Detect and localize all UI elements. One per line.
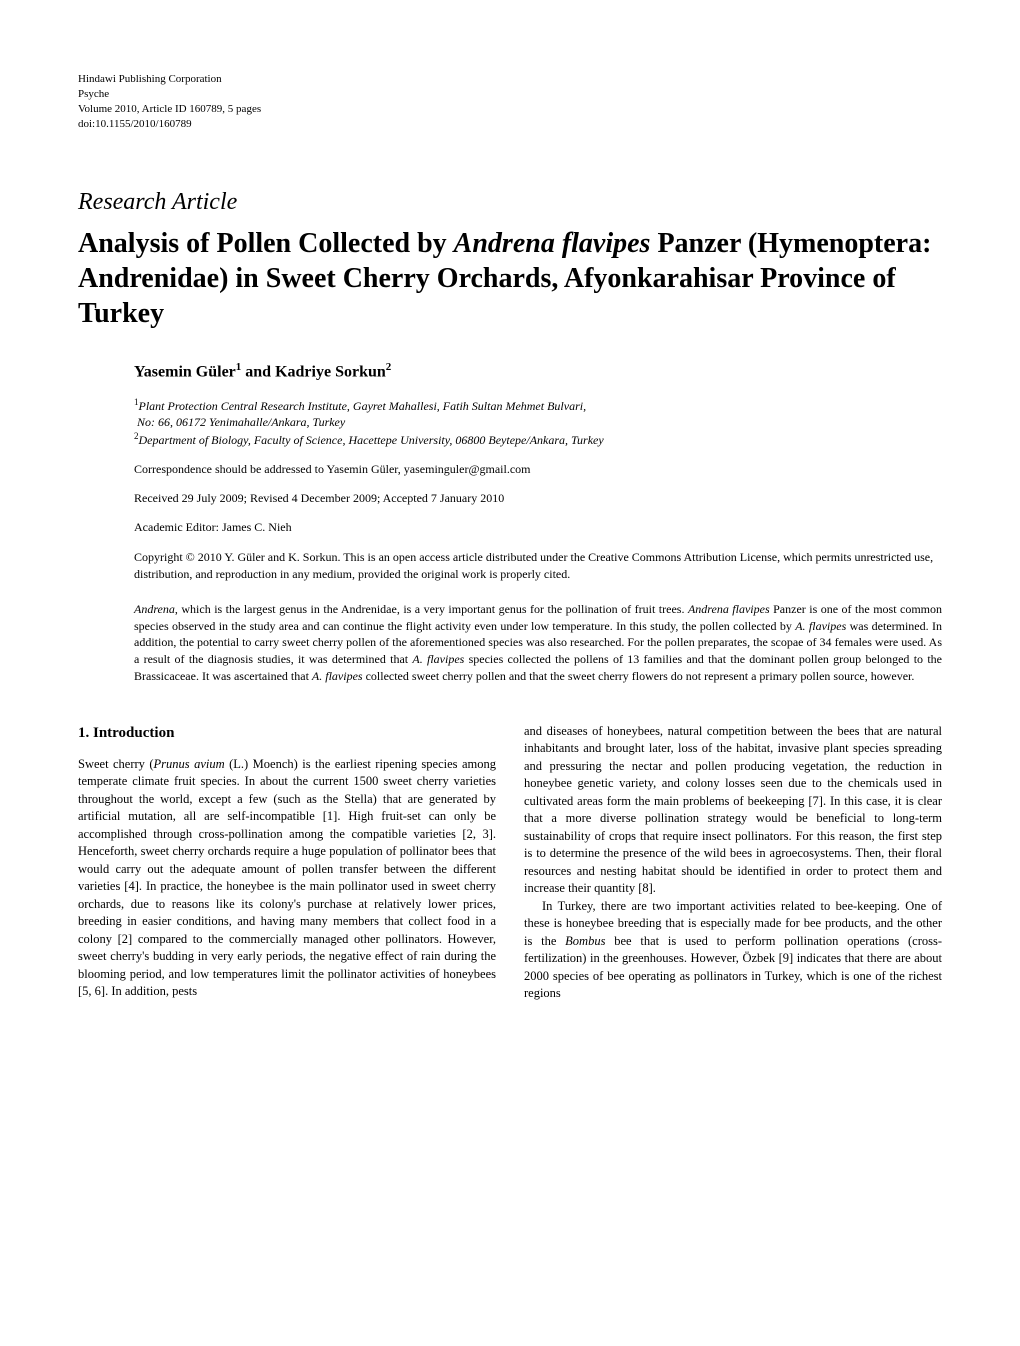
doi: doi:10.1155/2010/160789 <box>78 117 942 132</box>
intro-paragraph-1: Sweet cherry (Prunus avium (L.) Moench) … <box>78 756 496 1001</box>
abstract: Andrena, which is the largest genus in t… <box>134 601 942 685</box>
journal: Psyche <box>78 87 942 102</box>
volume: Volume 2010, Article ID 160789, 5 pages <box>78 102 942 117</box>
publisher: Hindawi Publishing Corporation <box>78 72 942 87</box>
column-left: 1. Introduction Sweet cherry (Prunus avi… <box>78 723 496 1003</box>
copyright-notice: Copyright © 2010 Y. Güler and K. Sorkun.… <box>134 549 942 583</box>
section-heading-introduction: 1. Introduction <box>78 723 496 744</box>
academic-editor: Academic Editor: James C. Nieh <box>134 520 942 535</box>
article-title: Analysis of Pollen Collected by Andrena … <box>78 226 942 331</box>
intro-paragraph-1-continued: and diseases of honeybees, natural compe… <box>524 723 942 898</box>
body-columns: 1. Introduction Sweet cherry (Prunus avi… <box>78 723 942 1003</box>
intro-paragraph-2: In Turkey, there are two important activ… <box>524 898 942 1003</box>
article-type: Research Article <box>78 189 942 216</box>
received-dates: Received 29 July 2009; Revised 4 Decembe… <box>134 491 942 506</box>
column-right: and diseases of honeybees, natural compe… <box>524 723 942 1003</box>
authors: Yasemin Güler1 and Kadriye Sorkun2 <box>134 361 942 381</box>
publication-info: Hindawi Publishing Corporation Psyche Vo… <box>78 72 942 131</box>
correspondence: Correspondence should be addressed to Ya… <box>134 462 942 477</box>
affiliations: 1Plant Protection Central Research Insti… <box>134 396 942 449</box>
